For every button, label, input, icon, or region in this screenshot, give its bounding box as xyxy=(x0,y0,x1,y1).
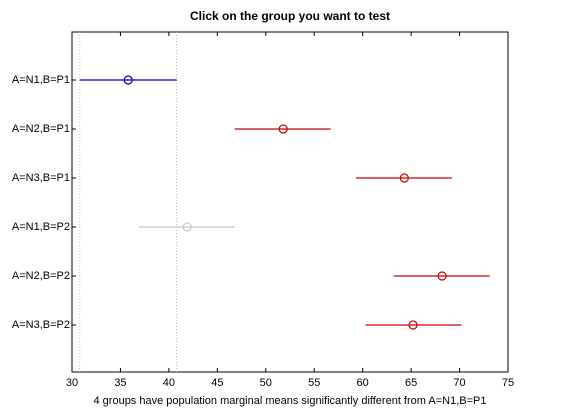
x-axis-label: 4 groups have population marginal means … xyxy=(94,395,487,407)
x-tick-label: 50 xyxy=(260,377,272,389)
x-tick-label: 60 xyxy=(357,377,369,389)
x-tick-label: 45 xyxy=(211,377,223,389)
y-tick-label: A=N2,B=P2 xyxy=(12,270,70,282)
x-tick-label: 30 xyxy=(66,377,78,389)
y-tick-label: A=N2,B=P1 xyxy=(12,123,70,135)
mean-marker[interactable] xyxy=(278,124,288,134)
mean-marker[interactable] xyxy=(399,173,409,183)
mean-marker[interactable] xyxy=(437,271,447,281)
x-tick-label: 40 xyxy=(163,377,175,389)
y-tick-label: A=N1,B=P1 xyxy=(12,74,70,86)
mean-marker[interactable] xyxy=(408,320,418,330)
y-tick-label: A=N1,B=P2 xyxy=(12,221,70,233)
axes-box xyxy=(71,31,509,373)
x-tick-label: 70 xyxy=(453,377,465,389)
mean-marker[interactable] xyxy=(123,75,133,85)
y-tick-label: A=N3,B=P2 xyxy=(12,319,70,331)
y-tick-label: A=N3,B=P1 xyxy=(12,172,70,184)
chart-title: Click on the group you want to test xyxy=(190,9,390,23)
x-tick-label: 75 xyxy=(502,377,514,389)
x-tick-label: 65 xyxy=(405,377,417,389)
mean-marker[interactable] xyxy=(182,222,192,232)
x-tick-label: 55 xyxy=(308,377,320,389)
x-tick-label: 35 xyxy=(114,377,126,389)
